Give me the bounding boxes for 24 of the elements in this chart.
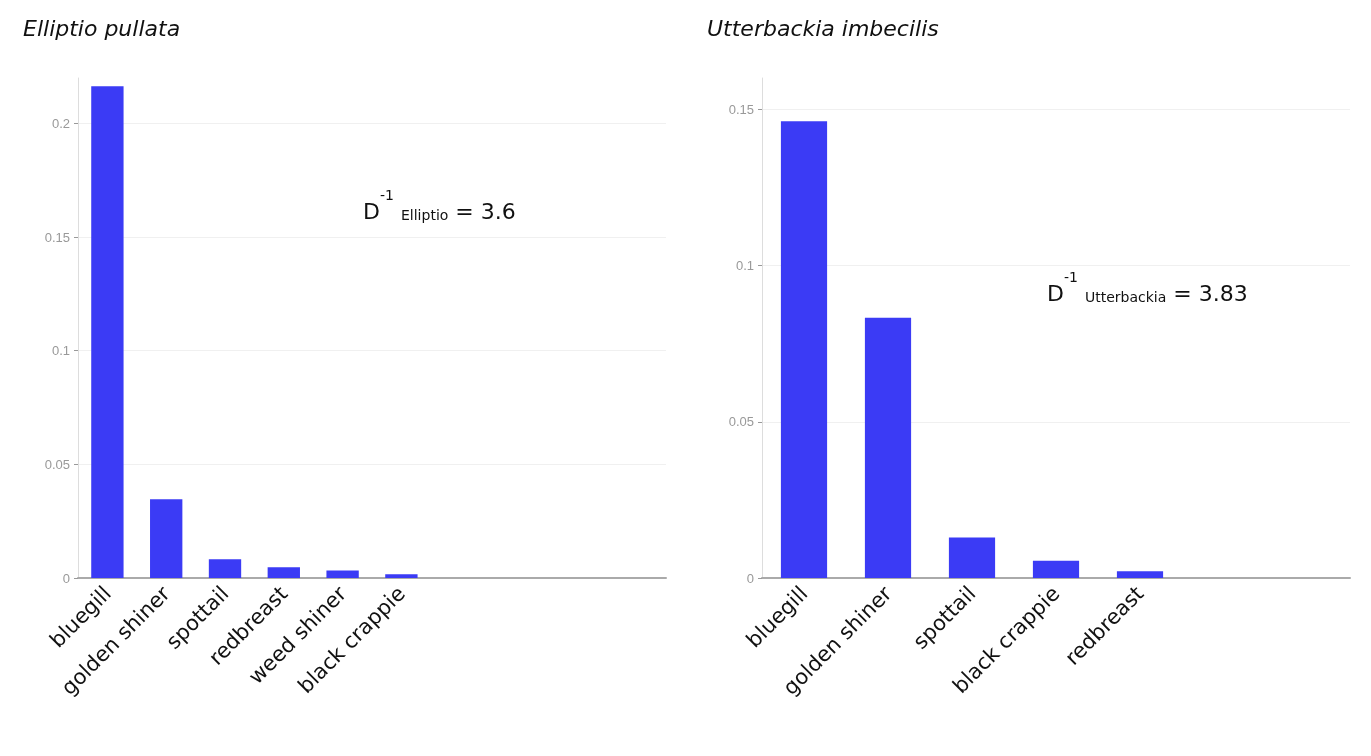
bar (91, 86, 124, 578)
y-tick-label: 0.15 (44, 229, 70, 245)
y-tick-label: 0.1 (735, 258, 754, 273)
bar (1032, 560, 1080, 578)
bar (326, 570, 359, 578)
bar (948, 537, 996, 578)
bar (864, 317, 912, 578)
bar (780, 121, 828, 578)
bar (385, 574, 418, 578)
bar (150, 499, 183, 578)
chart-title: Utterbackia imbecilis (707, 15, 939, 41)
y-tick-label: 0.05 (44, 456, 70, 472)
y-tick-label: 0 (62, 570, 70, 586)
bar (208, 559, 242, 578)
y-tick-label: 0 (746, 570, 754, 586)
annotation: D-1 Utterbackia = 3.83 (1047, 269, 1248, 306)
y-tick-label: 0.15 (728, 101, 754, 117)
chart-title: Elliptio pullata (23, 15, 181, 41)
bar (267, 567, 300, 578)
y-tick-label: 0.1 (51, 343, 70, 359)
y-tick-label: 0.2 (51, 115, 70, 131)
annotation: D-1 Elliptio = 3.6 (363, 187, 516, 224)
y-tick-label: 0.05 (728, 414, 754, 430)
bar (1116, 571, 1164, 578)
